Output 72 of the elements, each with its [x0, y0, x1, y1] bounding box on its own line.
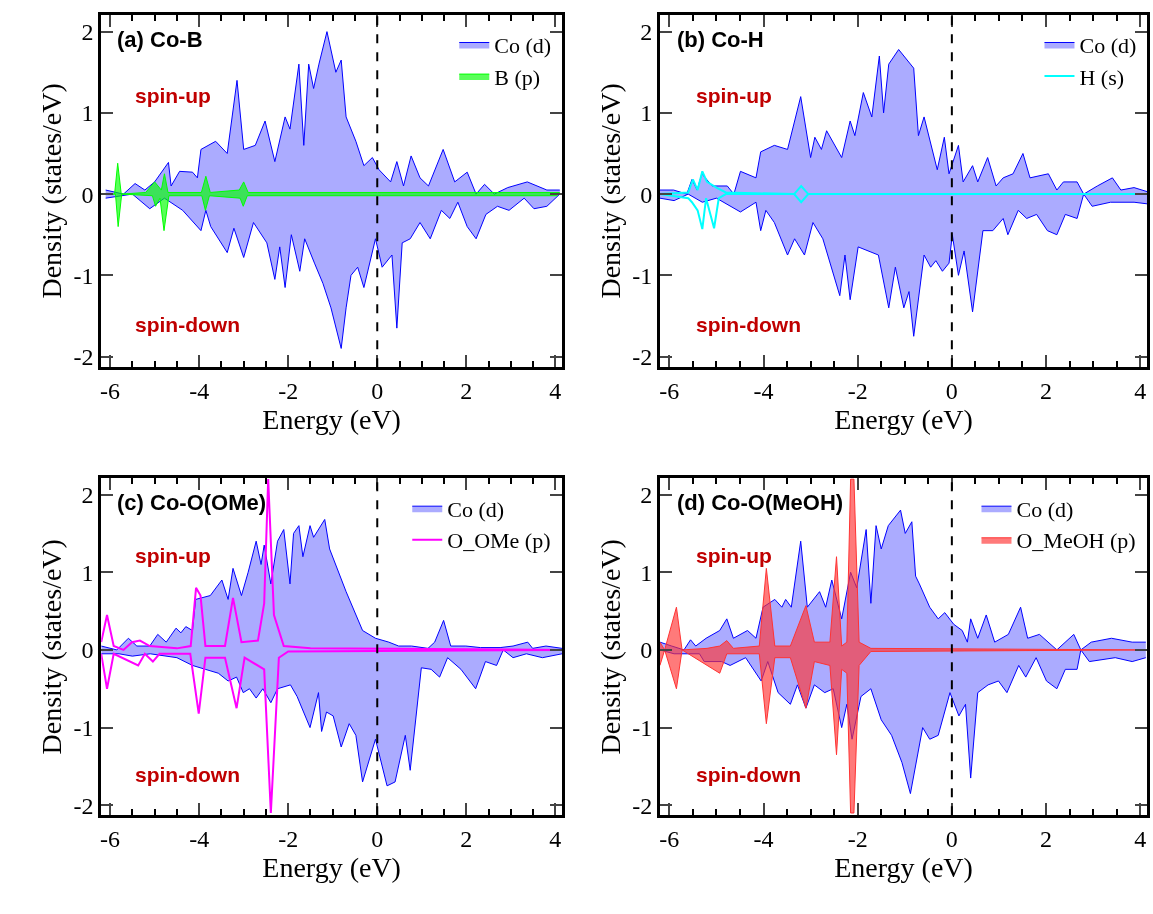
- y-tick-label: 2: [640, 481, 653, 508]
- legend-label: Co (d): [494, 33, 552, 59]
- x-tick-label: -4: [753, 826, 774, 853]
- annotation: spin-down: [696, 313, 801, 336]
- x-axis-title: Energy (eV): [262, 852, 401, 884]
- text: (a) Co-B: [117, 27, 203, 52]
- x-tick-label: 4: [1134, 826, 1147, 853]
- y-tick-label: -2: [632, 343, 653, 370]
- x-tick-label: 2: [460, 826, 473, 853]
- y-tick-label: 0: [81, 181, 94, 208]
- y-tick-label: 0: [81, 637, 94, 664]
- x-tick-label: 0: [371, 377, 384, 404]
- x-axis-title: Energy (eV): [834, 852, 973, 884]
- text: (d) Co-O(MeOH): [677, 490, 844, 515]
- y-tick-label: -1: [632, 262, 653, 289]
- y-tick-label: 0: [640, 181, 653, 208]
- x-tick-label: 2: [1040, 826, 1053, 853]
- legend-label: Co (d): [1079, 33, 1137, 59]
- annotation: spin-down: [135, 313, 240, 336]
- x-tick-label: -4: [189, 377, 210, 404]
- x-tick-label: 2: [1040, 377, 1053, 404]
- x-tick-label: -2: [278, 826, 299, 853]
- x-tick-label: 4: [549, 826, 562, 853]
- x-tick-label: 2: [460, 377, 473, 404]
- y-tick-label: -2: [73, 343, 94, 370]
- y-tick-label: -1: [73, 714, 94, 741]
- annotation: spin-up: [135, 544, 211, 567]
- x-tick-label: -4: [189, 826, 210, 853]
- y-axis-title: Density (states/eV): [594, 83, 626, 299]
- x-tick-label: 4: [549, 377, 562, 404]
- legend-label: O_OMe (p): [447, 528, 551, 554]
- x-tick-label: 0: [945, 377, 958, 404]
- y-axis-title: Density (states/eV): [36, 83, 68, 299]
- x-tick-label: -6: [100, 377, 121, 404]
- legend-label: H (s): [1079, 64, 1125, 90]
- legend-label: B (p): [494, 64, 541, 90]
- annotation: spin-up: [696, 84, 772, 107]
- annotation: spin-up: [135, 84, 211, 107]
- x-tick-label: -6: [659, 377, 680, 404]
- x-tick-label: -2: [278, 377, 299, 404]
- y-tick-label: 1: [81, 559, 94, 586]
- y-tick-label: 2: [81, 481, 94, 508]
- y-axis-title: Density (states/eV): [36, 539, 68, 755]
- y-tick-label: -2: [73, 792, 94, 819]
- text: (b) Co-H: [677, 27, 764, 52]
- legend-label: Co (d): [447, 496, 505, 522]
- y-tick-label: 0: [640, 637, 653, 664]
- annotation: spin-down: [135, 763, 240, 786]
- text: (c) Co-O(OMe): [117, 490, 267, 515]
- x-axis-title: Energy (eV): [262, 403, 401, 435]
- annotation: spin-down: [696, 763, 801, 786]
- legend-label: Co (d): [1016, 496, 1074, 522]
- x-tick-label: -2: [847, 377, 868, 404]
- x-tick-label: -4: [753, 377, 774, 404]
- y-tick-label: 1: [81, 100, 94, 127]
- x-tick-label: -2: [847, 826, 868, 853]
- x-tick-label: 0: [945, 826, 958, 853]
- x-tick-label: 4: [1134, 377, 1147, 404]
- y-tick-label: -2: [632, 792, 653, 819]
- x-tick-label: -6: [100, 826, 121, 853]
- x-tick-label: 0: [371, 826, 384, 853]
- y-tick-label: 2: [640, 19, 653, 46]
- legend-label: O_MeOH (p): [1016, 528, 1136, 554]
- y-axis-title: Density (states/eV): [594, 539, 626, 755]
- x-axis-title: Energy (eV): [834, 403, 973, 435]
- x-tick-label: -6: [659, 826, 680, 853]
- y-tick-label: 1: [640, 559, 653, 586]
- y-tick-label: -1: [632, 714, 653, 741]
- annotation: spin-up: [696, 544, 772, 567]
- y-tick-label: -1: [73, 262, 94, 289]
- y-tick-label: 1: [640, 100, 653, 127]
- y-tick-label: 2: [81, 19, 94, 46]
